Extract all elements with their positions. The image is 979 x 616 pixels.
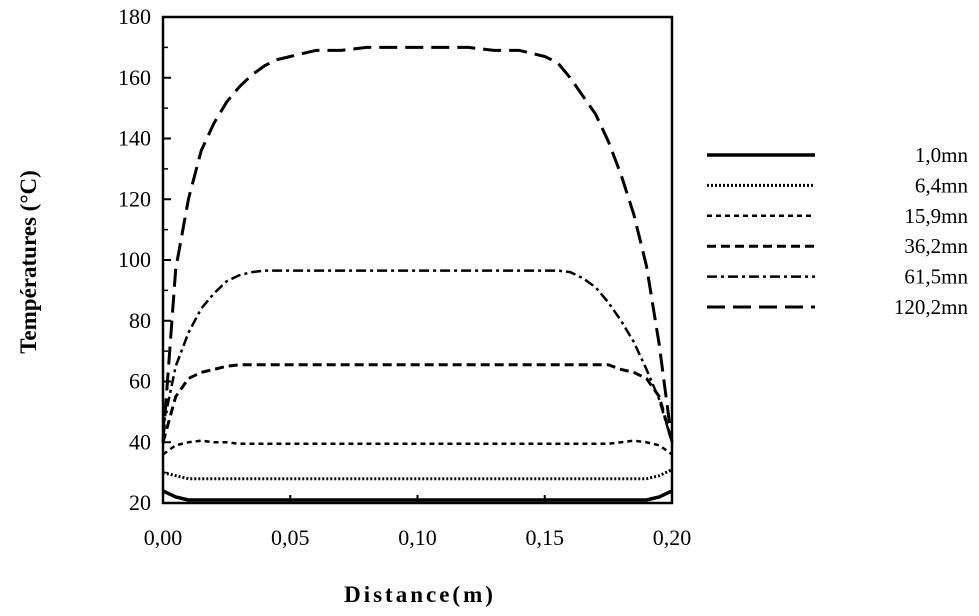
plot-area: 20 40 60 80 100 120 140 160 180 0,00 0,05 0,10 0,15… xyxy=(118,4,691,550)
legend-label: 6,4mn xyxy=(915,173,969,197)
series-line-6 xyxy=(161,45,674,443)
legend-label: 36,2mn xyxy=(904,234,968,258)
legend-label: 1,0mn xyxy=(915,143,969,167)
legend-label: 61,5mn xyxy=(904,265,968,289)
series-line-1 xyxy=(162,489,673,502)
y-axis-title: Températures (°C) xyxy=(16,170,41,354)
x-tick-label: 0,15 xyxy=(526,525,565,550)
legend-label: 15,9mn xyxy=(904,204,968,228)
y-tick-label: 120 xyxy=(118,186,151,211)
y-tick-label: 60 xyxy=(129,369,151,394)
series-line-4 xyxy=(161,363,674,443)
plot-frame xyxy=(161,15,674,505)
y-tick-label: 20 xyxy=(129,490,151,515)
x-tick-label: 0,10 xyxy=(398,525,437,550)
series-line-5 xyxy=(161,269,674,443)
series-line-3 xyxy=(162,439,673,456)
y-tick-label: 140 xyxy=(118,126,151,151)
x-tick-label: 0,20 xyxy=(653,525,692,550)
y-axis-ticks: 20 40 60 80 100 120 140 160 180 xyxy=(118,4,171,515)
series-lines xyxy=(161,45,674,502)
y-tick-label: 160 xyxy=(118,65,151,90)
x-tick-label: 0,05 xyxy=(271,525,310,550)
y-tick-label: 80 xyxy=(129,308,151,333)
y-tick-label: 180 xyxy=(118,4,151,29)
x-tick-label: 0,00 xyxy=(144,525,183,550)
legend: 1,0mn 6,4mn 15,9mn 36,2mn 61,5mn 120,2mn xyxy=(707,143,968,319)
y-tick-label: 40 xyxy=(129,429,151,454)
series-line-2 xyxy=(162,468,673,481)
x-axis-ticks: 0,00 0,05 0,10 0,15 0,20 xyxy=(144,495,692,550)
x-axis-title: Distance(m) xyxy=(344,582,496,607)
legend-label: 120,2mn xyxy=(894,295,969,319)
y-tick-label: 100 xyxy=(118,247,151,272)
